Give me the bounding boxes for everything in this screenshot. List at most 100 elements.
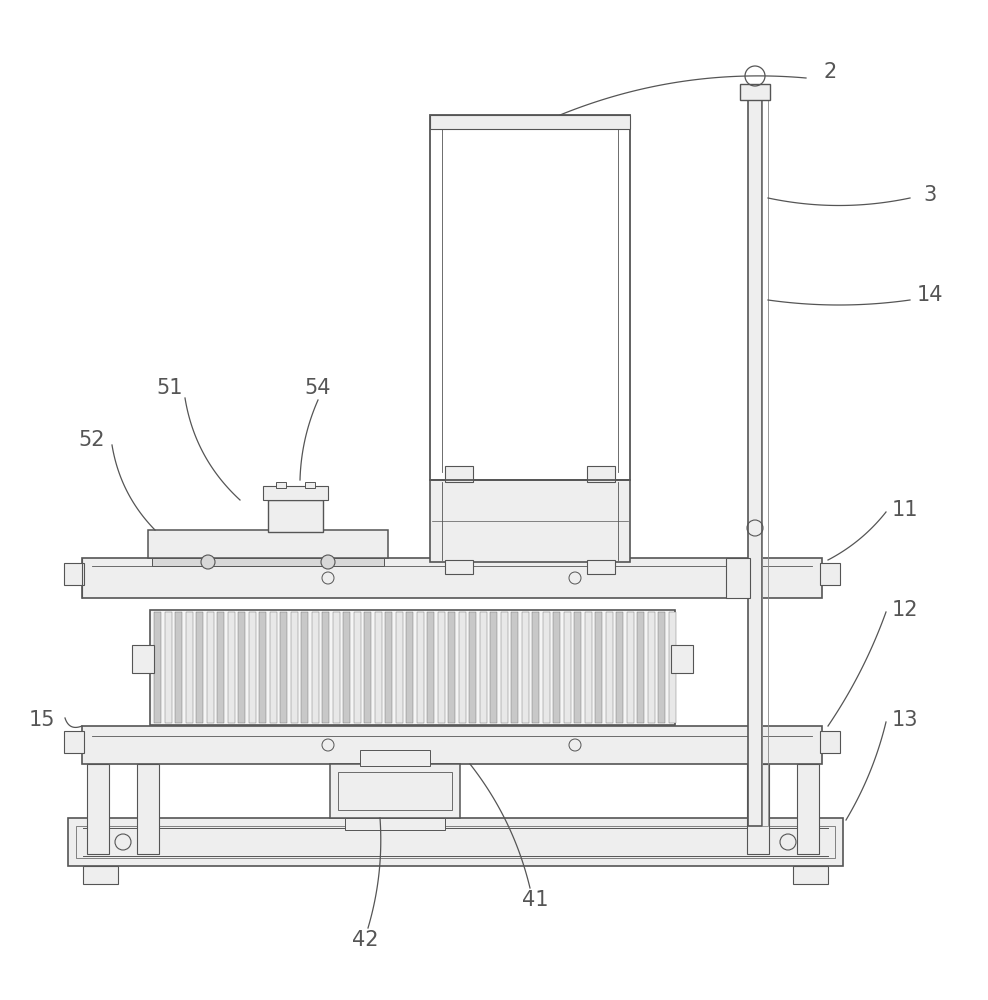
Bar: [445, 560, 473, 574]
Bar: [82, 558, 822, 598]
Bar: [740, 84, 770, 100]
Bar: [553, 612, 560, 723]
Bar: [438, 612, 445, 723]
Bar: [259, 612, 266, 723]
Bar: [64, 731, 84, 753]
Bar: [68, 818, 843, 866]
Bar: [345, 818, 445, 830]
Bar: [626, 612, 633, 723]
Circle shape: [321, 555, 335, 569]
Bar: [427, 612, 434, 723]
Bar: [793, 866, 828, 884]
Bar: [82, 726, 822, 764]
Bar: [587, 466, 615, 482]
Bar: [762, 98, 768, 826]
Bar: [186, 612, 193, 723]
Bar: [671, 645, 693, 673]
Text: 51: 51: [157, 378, 183, 398]
Bar: [268, 500, 323, 532]
Bar: [137, 764, 159, 854]
Bar: [748, 98, 762, 826]
Bar: [647, 612, 654, 723]
Bar: [276, 482, 286, 488]
Bar: [395, 612, 402, 723]
Bar: [726, 558, 750, 598]
Bar: [76, 826, 835, 858]
Bar: [305, 482, 315, 488]
Bar: [479, 612, 486, 723]
Bar: [490, 612, 497, 723]
Bar: [311, 612, 318, 723]
Bar: [154, 612, 161, 723]
Bar: [637, 612, 644, 723]
Bar: [238, 612, 245, 723]
Bar: [249, 612, 256, 723]
Bar: [290, 612, 297, 723]
Bar: [196, 612, 203, 723]
Bar: [343, 612, 350, 723]
Bar: [532, 612, 539, 723]
Bar: [669, 612, 676, 723]
Bar: [616, 612, 623, 723]
Bar: [606, 612, 613, 723]
Text: 11: 11: [892, 500, 918, 520]
Bar: [263, 486, 328, 500]
Bar: [585, 612, 592, 723]
Bar: [658, 612, 665, 723]
Bar: [164, 612, 172, 723]
Text: 15: 15: [29, 710, 55, 730]
Bar: [430, 115, 630, 480]
Bar: [227, 612, 234, 723]
Bar: [64, 563, 84, 585]
Bar: [511, 612, 518, 723]
Text: 14: 14: [917, 285, 944, 305]
Bar: [301, 612, 308, 723]
Bar: [360, 750, 430, 766]
Text: 13: 13: [892, 710, 918, 730]
Bar: [417, 612, 424, 723]
Bar: [448, 612, 455, 723]
Bar: [322, 612, 329, 723]
Bar: [152, 558, 384, 566]
Bar: [330, 764, 460, 818]
Bar: [270, 612, 277, 723]
Bar: [364, 612, 371, 723]
Bar: [501, 612, 508, 723]
Bar: [445, 466, 473, 482]
Bar: [87, 764, 109, 854]
Bar: [458, 612, 465, 723]
Bar: [430, 480, 630, 562]
Bar: [430, 115, 630, 129]
Bar: [820, 563, 840, 585]
Bar: [587, 560, 615, 574]
Text: 42: 42: [352, 930, 378, 950]
Bar: [338, 772, 452, 810]
Bar: [280, 612, 287, 723]
Bar: [148, 530, 388, 558]
Bar: [542, 612, 549, 723]
Bar: [820, 731, 840, 753]
Circle shape: [201, 555, 215, 569]
Bar: [747, 764, 769, 854]
Bar: [385, 612, 392, 723]
Bar: [206, 612, 213, 723]
Bar: [469, 612, 476, 723]
Bar: [574, 612, 581, 723]
Bar: [797, 764, 819, 854]
Bar: [333, 612, 340, 723]
Bar: [132, 645, 154, 673]
Bar: [354, 612, 361, 723]
Bar: [83, 866, 118, 884]
Bar: [406, 612, 413, 723]
Text: 12: 12: [892, 600, 918, 620]
Text: 3: 3: [924, 185, 937, 205]
Text: 41: 41: [522, 890, 548, 910]
Bar: [595, 612, 602, 723]
Bar: [563, 612, 570, 723]
Bar: [374, 612, 381, 723]
Bar: [150, 610, 675, 725]
Bar: [522, 612, 529, 723]
Text: 52: 52: [79, 430, 106, 450]
Bar: [217, 612, 224, 723]
Text: 54: 54: [304, 378, 331, 398]
